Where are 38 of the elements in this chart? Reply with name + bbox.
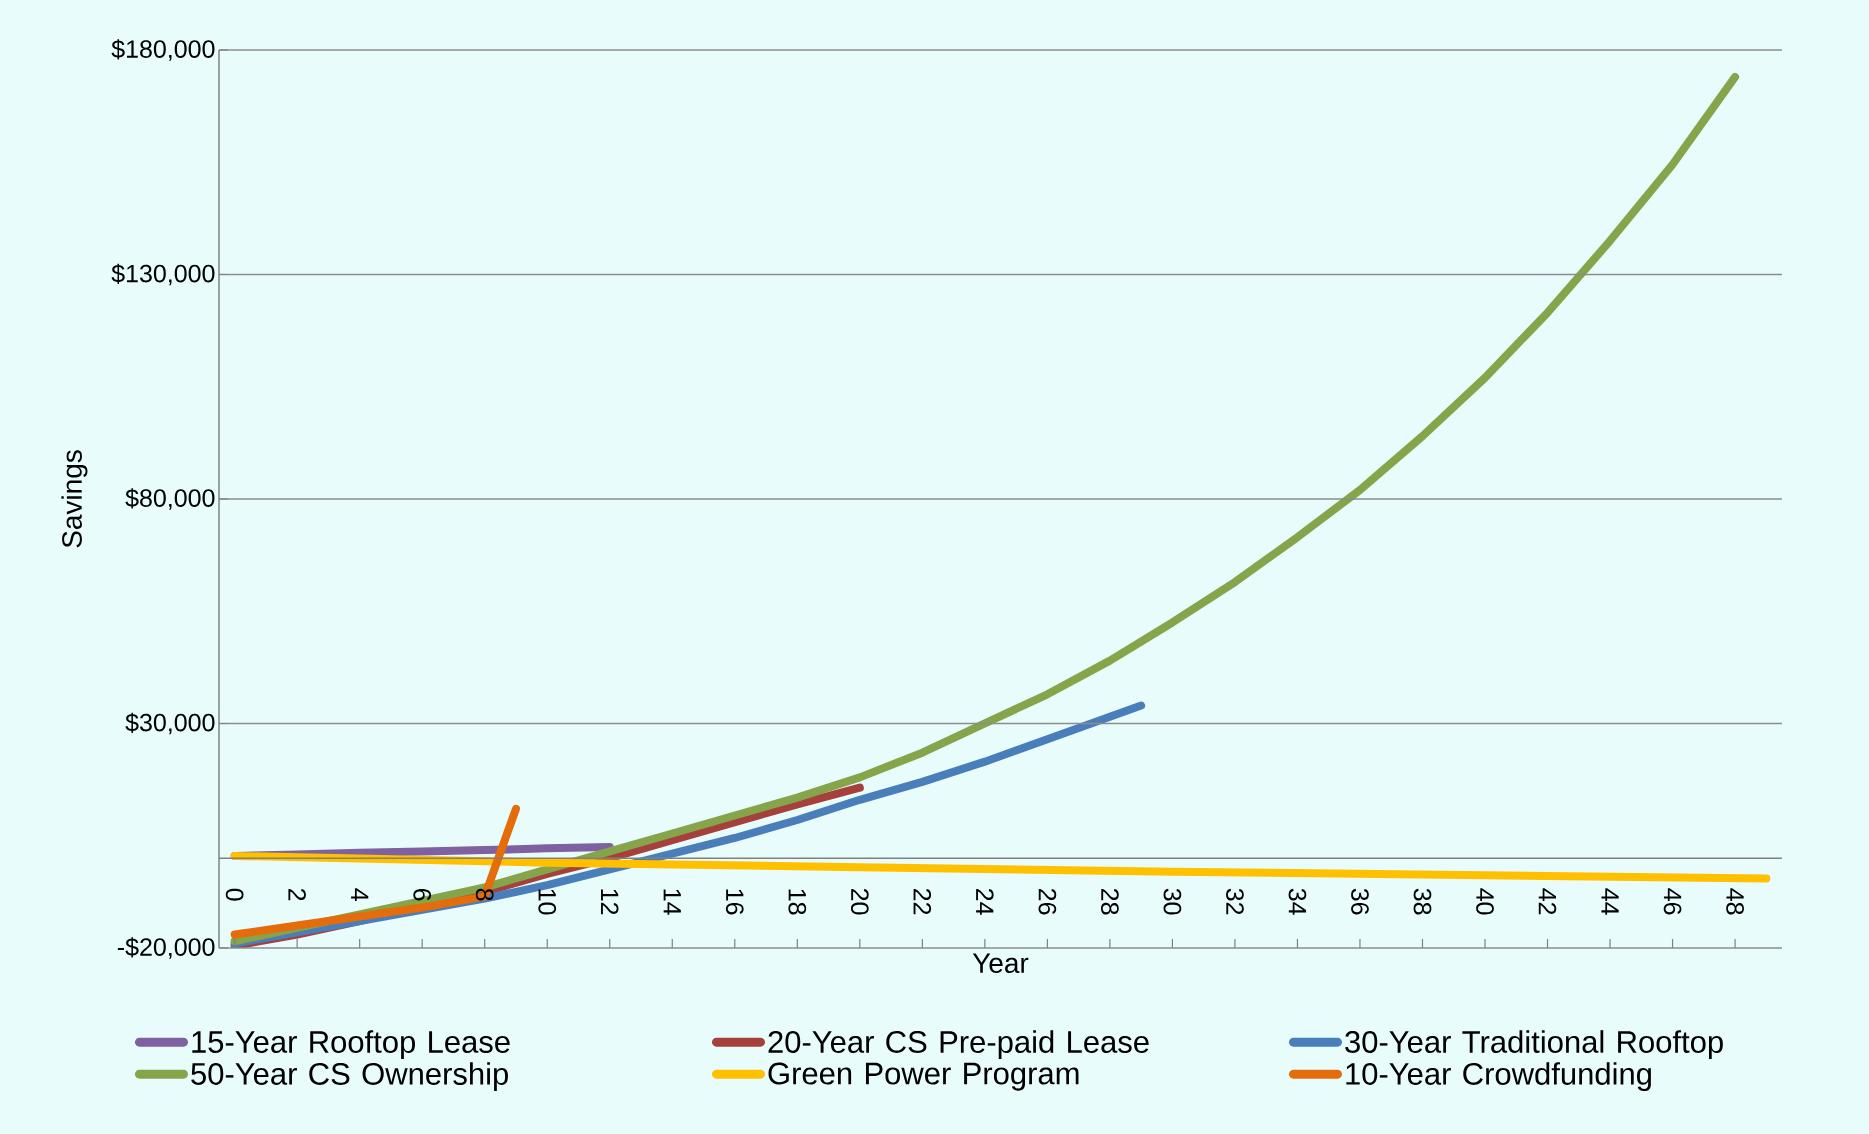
x-tick-label: 38 xyxy=(1413,888,1432,915)
x-axis-title: Year xyxy=(972,953,1029,974)
x-tick-label: 40 xyxy=(1476,888,1494,915)
x-tick-label: 22 xyxy=(913,888,932,915)
x-tick-label: 36 xyxy=(1351,888,1369,915)
x-tick-label: 2 xyxy=(288,888,306,901)
y-tick-label: $130,000 xyxy=(111,263,215,286)
x-tick-label: 34 xyxy=(1288,888,1307,915)
y-axis-title: Savings xyxy=(61,450,88,548)
x-tick-label: 14 xyxy=(663,889,681,915)
x-tick-label: 32 xyxy=(1226,888,1244,915)
y-tick-label: $80,000 xyxy=(125,488,215,510)
x-tick-label: 42 xyxy=(1538,888,1557,915)
x-tick-label: 44 xyxy=(1601,888,1619,915)
legend-label: 30-Year Traditional Rooftop xyxy=(1345,1030,1723,1060)
x-tick-label: 6 xyxy=(413,888,432,901)
x-tick-label: 20 xyxy=(850,888,869,915)
x-tick-label: 16 xyxy=(725,889,744,915)
legend-label: Green Power Program xyxy=(768,1062,1079,1091)
x-tick-label: 0 xyxy=(225,888,244,901)
x-tick-label: 12 xyxy=(601,889,619,915)
x-tick-label: 48 xyxy=(1726,888,1744,915)
x-tick-label: 46 xyxy=(1663,888,1682,915)
y-tick-label: -$20,000 xyxy=(117,937,215,959)
x-tick-label: 26 xyxy=(1038,888,1057,915)
x-tick-label: 4 xyxy=(351,888,369,901)
x-tick-label: 24 xyxy=(976,888,994,915)
x-tick-label: 10 xyxy=(538,889,557,915)
legend-label: 15-Year Rooftop Lease xyxy=(192,1030,510,1060)
x-tick-label: 30 xyxy=(1163,888,1182,915)
legend-label: 20-Year CS Pre-paid Lease xyxy=(768,1030,1149,1060)
x-tick-label: 8 xyxy=(475,888,494,901)
x-tick-label: 28 xyxy=(1101,888,1119,915)
y-tick-label: $180,000 xyxy=(111,39,215,61)
y-tick-label: $30,000 xyxy=(125,712,215,735)
legend-label: 10-Year Crowdfunding xyxy=(1346,1062,1651,1092)
legend-label: 50-Year CS Ownership xyxy=(191,1062,508,1092)
x-tick-label: 18 xyxy=(788,889,807,915)
